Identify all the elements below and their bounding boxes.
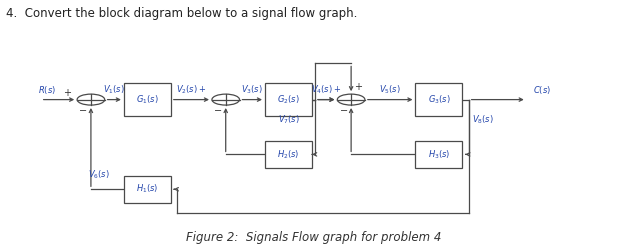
Text: +: + <box>63 88 71 98</box>
Text: $V_3(s)$: $V_3(s)$ <box>241 83 263 96</box>
Text: $V_2(s)+$: $V_2(s)+$ <box>176 83 206 96</box>
Text: 4.  Convert the block diagram below to a signal flow graph.: 4. Convert the block diagram below to a … <box>6 7 357 20</box>
Bar <box>415 83 462 116</box>
Bar <box>124 83 171 116</box>
Text: +: + <box>354 82 362 92</box>
Text: −: − <box>340 106 347 116</box>
Bar <box>124 176 171 203</box>
Circle shape <box>337 94 365 105</box>
Text: $G_3(s)$: $G_3(s)$ <box>428 93 450 106</box>
Text: $V_8(s)$: $V_8(s)$ <box>472 114 493 126</box>
Text: $V_7(s)$: $V_7(s)$ <box>278 114 299 126</box>
Text: Figure 2:  Signals Flow graph for problem 4: Figure 2: Signals Flow graph for problem… <box>186 231 441 244</box>
Text: $V_5(s)$: $V_5(s)$ <box>379 83 401 96</box>
Text: $V_4(s)+$: $V_4(s)+$ <box>311 83 341 96</box>
Bar <box>265 141 312 168</box>
Text: $V_6(s)$: $V_6(s)$ <box>88 168 110 181</box>
Text: $G_2(s)$: $G_2(s)$ <box>277 93 300 106</box>
Circle shape <box>77 94 105 105</box>
Text: $H_1(s)$: $H_1(s)$ <box>136 183 159 195</box>
Text: −: − <box>214 106 222 116</box>
Bar <box>415 141 462 168</box>
Text: $R(s)$: $R(s)$ <box>38 84 56 96</box>
Text: $G_1(s)$: $G_1(s)$ <box>136 93 159 106</box>
Text: $C(s)$: $C(s)$ <box>533 84 551 96</box>
Text: $H_3(s)$: $H_3(s)$ <box>428 148 450 161</box>
Text: −: − <box>80 106 87 116</box>
Bar <box>265 83 312 116</box>
Text: $V_1(s)$: $V_1(s)$ <box>103 83 125 96</box>
Text: $H_2(s)$: $H_2(s)$ <box>277 148 300 161</box>
Circle shape <box>212 94 240 105</box>
